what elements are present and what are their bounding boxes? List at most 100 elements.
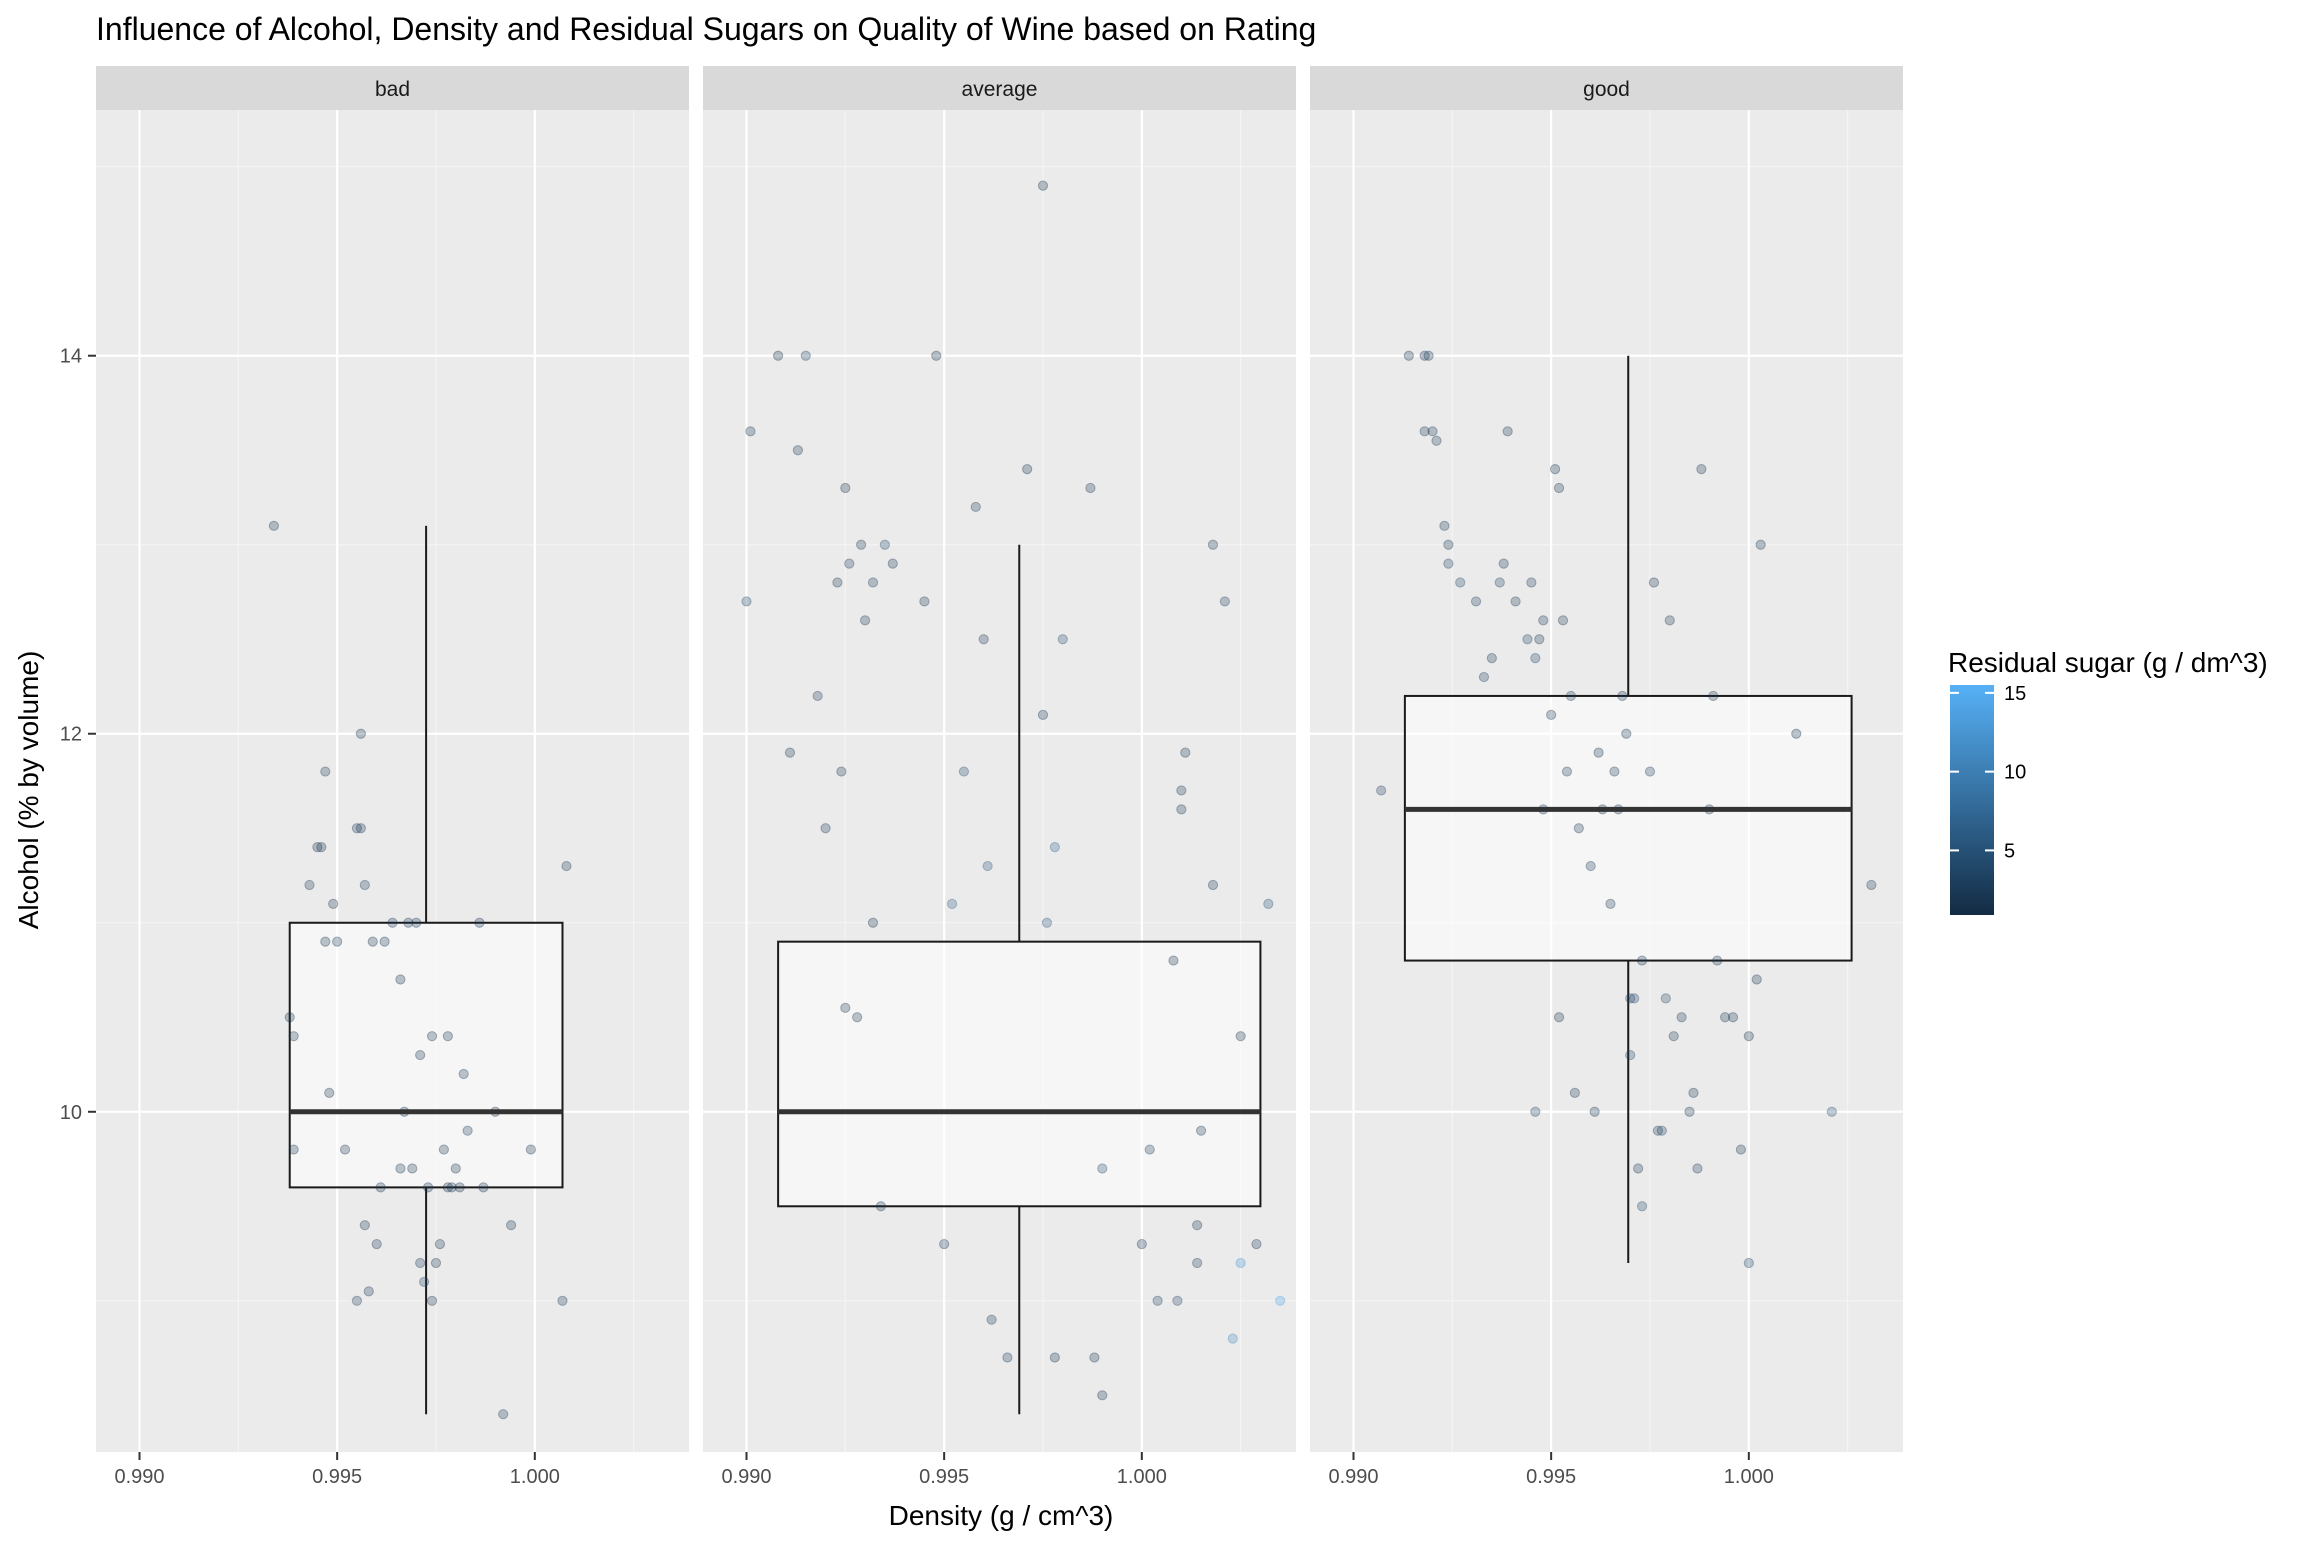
data-point bbox=[304, 879, 315, 891]
data-point bbox=[970, 501, 981, 513]
data-point bbox=[1625, 993, 1636, 1004]
data-point bbox=[1376, 785, 1387, 796]
x-tick-label: 0.990 bbox=[114, 1466, 164, 1488]
data-point bbox=[1427, 426, 1438, 437]
x-tick-label: 0.990 bbox=[721, 1466, 771, 1488]
data-point bbox=[506, 1220, 517, 1231]
data-point bbox=[450, 1163, 461, 1174]
data-point bbox=[395, 974, 406, 985]
data-point bbox=[1791, 728, 1802, 739]
data-point bbox=[1585, 860, 1596, 872]
data-point bbox=[1561, 766, 1573, 777]
data-point bbox=[1530, 1106, 1541, 1117]
data-point bbox=[1022, 464, 1033, 475]
data-point bbox=[1470, 596, 1482, 607]
panel-background bbox=[703, 110, 1296, 1452]
data-point bbox=[359, 1220, 370, 1231]
data-point bbox=[1617, 690, 1628, 702]
data-point bbox=[288, 1031, 299, 1042]
facet-panel-bad: bad 0.990 0.995 1.000 bbox=[96, 66, 689, 1488]
data-point bbox=[1751, 974, 1762, 985]
data-point bbox=[1652, 1125, 1663, 1136]
data-point bbox=[379, 936, 390, 947]
data-point bbox=[332, 936, 343, 947]
data-point bbox=[773, 350, 784, 361]
data-point bbox=[363, 1286, 374, 1297]
data-point bbox=[1498, 558, 1509, 569]
data-point bbox=[320, 936, 331, 947]
data-point bbox=[792, 445, 803, 456]
data-point bbox=[1423, 350, 1434, 361]
facet-strip-bad bbox=[96, 66, 689, 110]
data-point bbox=[812, 690, 823, 702]
x-tick-label: 0.995 bbox=[1526, 1466, 1576, 1488]
data-point bbox=[986, 1314, 997, 1325]
data-point bbox=[1569, 1087, 1580, 1098]
data-point bbox=[1660, 993, 1671, 1004]
data-point bbox=[1522, 634, 1533, 645]
data-point bbox=[1534, 634, 1545, 645]
data-point bbox=[1546, 709, 1557, 720]
data-point bbox=[867, 577, 879, 588]
data-point bbox=[1251, 1238, 1262, 1250]
legend-tick-label: 15 bbox=[2004, 683, 2026, 705]
data-point bbox=[446, 1182, 457, 1193]
data-point bbox=[474, 917, 485, 928]
x-tick-label: 1.000 bbox=[510, 1466, 560, 1488]
data-point bbox=[415, 1049, 426, 1061]
data-point bbox=[403, 917, 414, 928]
x-axis-title: Density (g / cm^3) bbox=[889, 1500, 1114, 1531]
data-point bbox=[1097, 1390, 1108, 1401]
data-point bbox=[1526, 577, 1537, 588]
data-point bbox=[832, 577, 843, 588]
data-point bbox=[1136, 1238, 1147, 1250]
data-point bbox=[1097, 1163, 1108, 1174]
data-point bbox=[367, 936, 378, 947]
data-point bbox=[1648, 577, 1660, 588]
data-point bbox=[1235, 1031, 1246, 1042]
data-point bbox=[946, 898, 958, 909]
data-point bbox=[859, 615, 871, 626]
data-point bbox=[1419, 426, 1430, 437]
data-point bbox=[1553, 482, 1565, 494]
data-point bbox=[561, 860, 572, 872]
data-point bbox=[426, 1295, 438, 1306]
data-point bbox=[875, 1201, 887, 1212]
data-point bbox=[438, 1144, 449, 1155]
facet-strip-average bbox=[703, 66, 1296, 110]
data-point bbox=[1439, 520, 1450, 531]
data-point bbox=[800, 350, 811, 361]
data-point bbox=[1486, 653, 1497, 664]
data-point bbox=[1085, 482, 1096, 494]
facet-strip-label: bad bbox=[375, 78, 410, 101]
data-point bbox=[1502, 426, 1513, 437]
data-point bbox=[820, 823, 831, 834]
data-point bbox=[1176, 785, 1187, 796]
data-point bbox=[1049, 1352, 1060, 1363]
data-point bbox=[887, 558, 898, 569]
data-point bbox=[784, 747, 796, 758]
data-point bbox=[1743, 1031, 1754, 1042]
data-point bbox=[387, 917, 398, 928]
data-point bbox=[1735, 1144, 1747, 1155]
data-point bbox=[1708, 690, 1719, 702]
facet-panel-average: average 0.990 0.995 1.000 bbox=[703, 66, 1296, 1488]
data-point bbox=[1403, 350, 1414, 361]
data-point bbox=[1510, 596, 1521, 607]
data-point bbox=[1712, 955, 1723, 966]
data-point bbox=[1636, 1201, 1648, 1212]
data-point bbox=[1573, 823, 1584, 834]
data-point bbox=[1696, 464, 1707, 475]
data-point bbox=[454, 1182, 465, 1193]
panel-background bbox=[96, 110, 689, 1452]
data-point bbox=[1621, 728, 1632, 739]
box-iqr bbox=[777, 940, 1262, 1208]
data-point bbox=[1609, 766, 1620, 777]
y-axis-title: Alcohol (% by volume) bbox=[13, 651, 44, 930]
facet-strip-label: good bbox=[1583, 78, 1630, 101]
facet-strip-good bbox=[1310, 66, 1903, 110]
data-point bbox=[1207, 879, 1219, 891]
data-point bbox=[284, 1012, 295, 1023]
data-point bbox=[1431, 435, 1442, 446]
